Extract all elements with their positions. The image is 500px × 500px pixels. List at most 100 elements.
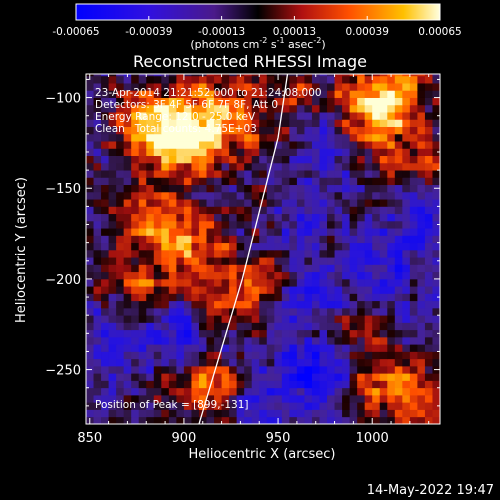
heatmap-cell xyxy=(229,83,238,91)
heatmap-cell xyxy=(168,271,177,280)
heatmap-cell xyxy=(379,358,388,367)
heatmap-cell xyxy=(432,162,440,171)
heatmap-cell xyxy=(236,264,245,273)
heatmap-cell xyxy=(86,271,94,280)
heatmap-cell xyxy=(244,257,253,265)
heatmap-cell xyxy=(101,184,109,193)
heatmap-cell xyxy=(101,322,109,331)
heatmap-cell xyxy=(319,199,328,207)
heatmap-cell xyxy=(342,126,351,135)
heatmap-cell xyxy=(417,278,426,287)
heatmap-cell xyxy=(274,373,283,381)
heatmap-cell xyxy=(342,133,351,142)
heatmap-cell xyxy=(417,126,426,135)
heatmap-cell xyxy=(244,83,253,91)
heatmap-cell xyxy=(116,74,125,77)
heatmap-cell xyxy=(229,141,238,149)
heatmap-cell xyxy=(168,394,177,403)
heatmap-cell xyxy=(206,315,215,323)
heatmap-cell xyxy=(372,416,381,424)
heatmap-cell xyxy=(191,148,200,156)
heatmap-cell xyxy=(379,394,388,403)
heatmap-cell xyxy=(289,199,298,207)
heatmap-cell xyxy=(432,387,440,396)
heatmap-cell xyxy=(266,278,275,287)
heatmap-cell xyxy=(311,315,320,323)
heatmap-cell xyxy=(116,315,125,323)
heatmap-cell xyxy=(236,358,245,367)
heatmap-cell xyxy=(311,322,320,331)
heatmap-cell xyxy=(244,293,253,302)
heatmap-cell xyxy=(342,278,351,287)
heatmap-cell xyxy=(364,228,373,236)
heatmap-cell xyxy=(161,329,170,338)
heatmap-cell xyxy=(372,242,381,251)
heatmap-cell xyxy=(191,235,200,244)
heatmap-cell xyxy=(289,358,298,367)
heatmap-cell xyxy=(168,351,177,360)
heatmap-cell xyxy=(334,119,343,127)
heatmap-cell xyxy=(93,409,102,418)
heatmap-cell xyxy=(131,322,140,331)
heatmap-cell xyxy=(108,90,117,98)
heatmap-cell xyxy=(138,387,147,396)
heatmap-cell xyxy=(236,402,245,410)
heatmap-cell xyxy=(402,307,411,316)
heatmap-cell xyxy=(417,220,426,229)
heatmap-cell xyxy=(116,199,125,207)
heatmap-cell xyxy=(424,112,433,120)
heatmap-cell xyxy=(311,257,320,265)
heatmap-cell xyxy=(198,286,207,294)
heatmap-cell xyxy=(402,133,411,142)
heatmap-cell xyxy=(146,228,155,236)
heatmap-cell xyxy=(259,344,268,352)
heatmap-cell xyxy=(191,409,200,418)
heatmap-cell xyxy=(168,90,177,98)
heatmap-cell xyxy=(364,199,373,207)
heatmap-cell xyxy=(251,257,260,265)
heatmap-cell xyxy=(221,170,230,178)
heatmap-cell xyxy=(266,228,275,236)
heatmap-cell xyxy=(108,220,117,229)
heatmap-cell xyxy=(281,344,290,352)
heatmap-cell xyxy=(319,264,328,273)
heatmap-cell xyxy=(101,206,109,215)
heatmap-cell xyxy=(138,300,147,309)
heatmap-cell xyxy=(432,220,440,229)
heatmap-cell xyxy=(153,177,162,186)
heatmap-cell xyxy=(168,336,177,345)
heatmap-cell xyxy=(402,351,411,360)
heatmap-cell xyxy=(198,83,207,91)
heatmap-cell xyxy=(266,148,275,156)
heatmap-cell xyxy=(176,177,185,186)
heatmap-cell xyxy=(198,373,207,381)
heatmap-cell xyxy=(319,184,328,193)
heatmap-cell xyxy=(146,373,155,381)
heatmap-cell xyxy=(387,329,396,338)
heatmap-cell xyxy=(364,206,373,215)
heatmap-cell xyxy=(251,170,260,178)
heatmap-cell xyxy=(86,373,94,381)
heatmap-cell xyxy=(93,264,102,273)
heatmap-cell xyxy=(146,416,155,424)
heatmap-cell xyxy=(206,351,215,360)
heatmap-cell xyxy=(402,213,411,222)
heatmap-cell xyxy=(417,249,426,258)
heatmap-cell xyxy=(93,402,102,410)
heatmap-cell xyxy=(168,119,177,127)
heatmap-cell xyxy=(161,394,170,403)
heatmap-cell xyxy=(364,402,373,410)
heatmap-cell xyxy=(319,257,328,265)
heatmap-cell xyxy=(319,300,328,309)
heatmap-cell xyxy=(394,394,403,403)
heatmap-cell xyxy=(123,300,132,309)
heatmap-cell xyxy=(274,235,283,244)
heatmap-cell xyxy=(394,97,403,106)
heatmap-cell xyxy=(123,126,132,135)
heatmap-cell xyxy=(417,90,426,98)
heatmap-cell xyxy=(289,300,298,309)
heatmap-cell xyxy=(214,278,222,287)
heatmap-cell xyxy=(101,170,109,178)
heatmap-cell xyxy=(394,344,403,352)
heatmap-cell xyxy=(402,344,411,352)
